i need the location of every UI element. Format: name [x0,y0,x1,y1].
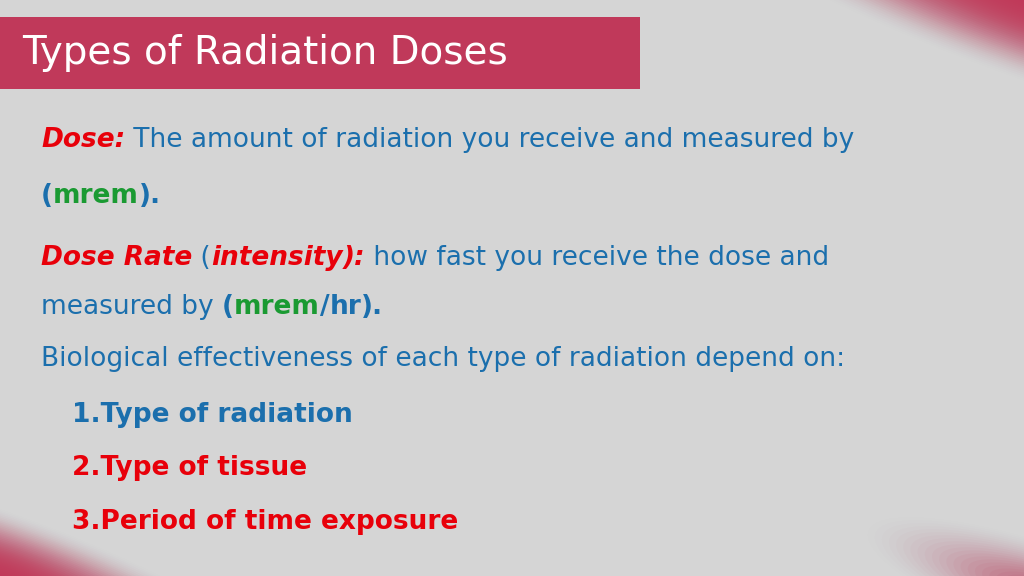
Text: how fast you receive the dose and: how fast you receive the dose and [365,245,829,271]
Ellipse shape [986,0,1024,16]
Ellipse shape [765,0,1024,107]
Text: ):: ): [342,245,365,271]
Text: /: / [319,294,330,320]
Ellipse shape [0,563,30,576]
Ellipse shape [0,514,150,576]
Ellipse shape [0,536,97,576]
Ellipse shape [745,0,1024,115]
Ellipse shape [822,0,1024,84]
Ellipse shape [996,571,1024,576]
Ellipse shape [880,0,1024,60]
Ellipse shape [803,0,1024,92]
Text: measured by: measured by [41,294,222,320]
Ellipse shape [774,0,1024,104]
Ellipse shape [989,569,1024,576]
Ellipse shape [0,488,210,576]
Text: (: ( [41,183,53,209]
Text: mrem: mrem [53,183,139,209]
Ellipse shape [890,0,1024,56]
Ellipse shape [794,0,1024,96]
Ellipse shape [0,532,104,576]
Ellipse shape [851,0,1024,71]
Ellipse shape [0,557,45,576]
Text: mrem: mrem [233,294,319,320]
Ellipse shape [842,0,1024,75]
Ellipse shape [784,0,1024,100]
Ellipse shape [0,517,142,576]
Text: 1.Type of radiation: 1.Type of radiation [72,401,352,427]
Ellipse shape [0,498,187,576]
Ellipse shape [0,486,217,576]
Ellipse shape [0,501,179,576]
Ellipse shape [0,570,15,576]
Ellipse shape [919,0,1024,44]
Ellipse shape [1005,0,1024,8]
Ellipse shape [0,520,135,576]
Ellipse shape [928,0,1024,40]
Ellipse shape [956,0,1024,28]
Text: Biological effectiveness of each type of radiation depend on:: Biological effectiveness of each type of… [41,346,845,372]
Ellipse shape [870,0,1024,63]
Ellipse shape [938,0,1024,36]
Text: 3.Period of time exposure: 3.Period of time exposure [72,509,458,535]
Ellipse shape [995,0,1024,12]
Text: (: ( [222,294,233,320]
Text: Dose Rate: Dose Rate [41,245,193,271]
Ellipse shape [0,554,52,576]
Ellipse shape [0,560,38,576]
Ellipse shape [909,0,1024,48]
Ellipse shape [0,567,23,576]
Text: Types of Radiation Doses: Types of Radiation Doses [23,35,508,72]
Ellipse shape [899,0,1024,52]
FancyBboxPatch shape [0,17,640,89]
Ellipse shape [982,566,1024,576]
Ellipse shape [1015,0,1024,4]
Text: Dose:: Dose: [41,127,125,153]
Ellipse shape [961,556,1024,576]
Ellipse shape [0,507,165,576]
Ellipse shape [0,510,158,576]
Ellipse shape [0,548,68,576]
Ellipse shape [0,573,7,576]
Ellipse shape [0,523,127,576]
Ellipse shape [0,529,113,576]
Text: (: ( [193,245,211,271]
Ellipse shape [1004,574,1024,576]
Ellipse shape [976,0,1024,20]
Ellipse shape [0,541,82,576]
Text: ).: ). [361,294,383,320]
Ellipse shape [0,545,75,576]
Ellipse shape [968,559,1024,576]
Ellipse shape [0,504,172,576]
Ellipse shape [756,0,1024,111]
Ellipse shape [0,495,195,576]
Text: 2.Type of tissue: 2.Type of tissue [72,455,307,481]
Text: ).: ). [139,183,161,209]
Text: intensity: intensity [211,245,342,271]
Ellipse shape [967,0,1024,24]
Ellipse shape [833,0,1024,79]
Ellipse shape [0,539,90,576]
Ellipse shape [947,0,1024,32]
Ellipse shape [0,551,59,576]
Text: hr: hr [330,294,361,320]
Ellipse shape [813,0,1024,88]
Text: The amount of radiation you receive and measured by: The amount of radiation you receive and … [125,127,854,153]
Ellipse shape [975,562,1024,576]
Ellipse shape [0,492,202,576]
Ellipse shape [861,0,1024,67]
Ellipse shape [0,526,120,576]
